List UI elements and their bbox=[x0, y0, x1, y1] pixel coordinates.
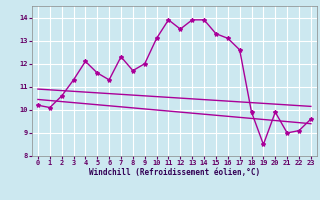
X-axis label: Windchill (Refroidissement éolien,°C): Windchill (Refroidissement éolien,°C) bbox=[89, 168, 260, 177]
